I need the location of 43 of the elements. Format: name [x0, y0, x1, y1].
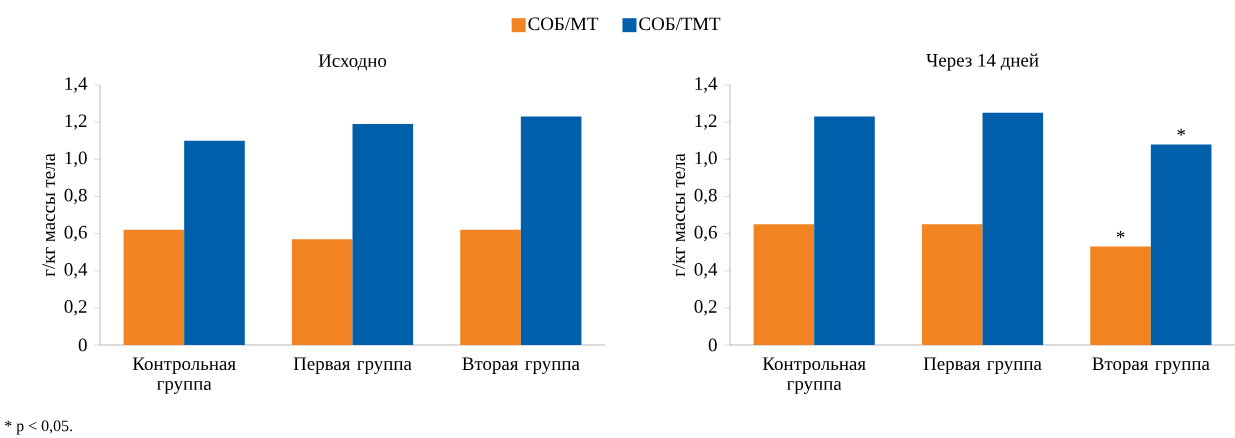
- y-tick-label: 0,8: [64, 188, 87, 205]
- bar: [520, 116, 582, 345]
- y-tick-label: 0,4: [694, 262, 718, 279]
- legend-label: СОБ/МТ: [528, 17, 599, 31]
- y-tick-label: 1,4: [65, 77, 88, 93]
- x-tick-label: Первая группа: [923, 357, 1042, 374]
- y-tick-label: 0,8: [694, 188, 717, 205]
- legend-label: СОБ/ТМТ: [639, 17, 721, 31]
- annotation: *: [1116, 230, 1125, 238]
- y-axis-title: г/кг массы тела: [672, 153, 686, 277]
- y-tick-label: 0,4: [64, 262, 88, 279]
- y-tick-label: 0,2: [694, 300, 717, 316]
- bar: [921, 224, 983, 345]
- y-tick-label: 0,2: [64, 300, 87, 316]
- chart-title: Исходно: [318, 54, 387, 71]
- y-tick-label: 1,0: [65, 151, 87, 168]
- bar: [184, 140, 245, 345]
- chart-title: Через 14 дней: [926, 53, 1039, 71]
- bar: [1150, 144, 1212, 345]
- bar: [291, 239, 353, 345]
- bar: [123, 229, 185, 345]
- text: * p < 0,05.: [5, 420, 72, 435]
- bar: [1090, 246, 1151, 345]
- x-tick-label: Контрольная группа: [132, 357, 236, 394]
- x-tick-label: Контрольная группа: [762, 357, 866, 394]
- x-tick-label: Вторая группа: [462, 357, 580, 374]
- bar: [814, 116, 875, 345]
- y-tick-label: 0,6: [694, 225, 717, 242]
- y-tick-label: 0: [708, 338, 717, 352]
- bar: [982, 112, 1044, 345]
- x-tick-label: Первая группа: [293, 357, 412, 374]
- y-tick-label: 1,2: [695, 114, 717, 130]
- y-axis-title: г/кг массы тела: [42, 153, 56, 277]
- bar: [352, 123, 414, 345]
- y-tick-label: 1,2: [65, 114, 87, 130]
- bar: [460, 229, 521, 345]
- x-tick-label: Вторая группа: [1092, 357, 1210, 374]
- y-tick-label: 1,0: [695, 151, 717, 168]
- y-tick-label: 0,6: [64, 225, 87, 242]
- y-tick-label: 0: [78, 338, 87, 352]
- y-tick-label: 1,4: [695, 77, 718, 93]
- bar: [753, 224, 815, 345]
- annotation: *: [1177, 128, 1185, 136]
